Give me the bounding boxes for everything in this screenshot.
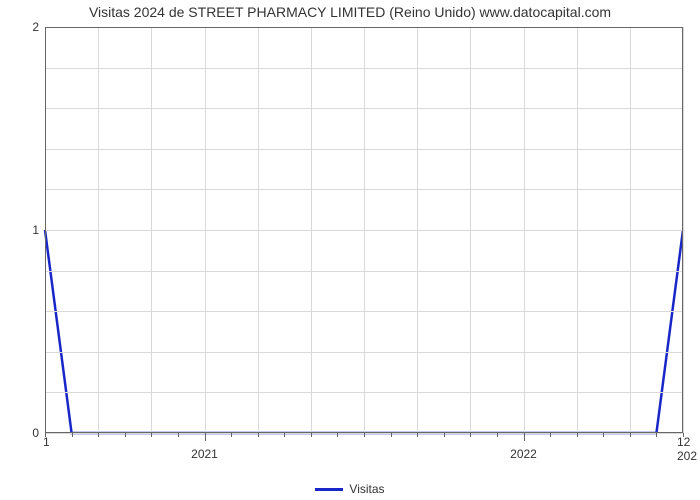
- x-tick-minor: [444, 433, 445, 437]
- x-tick-major: [524, 433, 525, 441]
- x-tick-minor: [337, 433, 338, 437]
- x-tick-minor: [98, 433, 99, 437]
- x-tick-minor: [258, 433, 259, 437]
- x-tick-minor: [577, 433, 578, 437]
- x-tick-minor: [364, 433, 365, 437]
- x-tick-label: 2022: [510, 447, 537, 461]
- grid-line-vertical: [630, 27, 631, 433]
- x-right-end-label: 12: [677, 435, 690, 449]
- y-tick-label: 2: [32, 20, 39, 34]
- chart-container: Visitas 2024 de STREET PHARMACY LIMITED …: [0, 0, 700, 500]
- x-left-end-label: 1: [43, 435, 50, 449]
- x-tick-minor: [178, 433, 179, 437]
- legend-swatch: [315, 488, 343, 491]
- x-tick-minor: [284, 433, 285, 437]
- x-tick-minor: [417, 433, 418, 437]
- grid-line-vertical: [683, 27, 684, 433]
- x-tick-minor: [656, 433, 657, 437]
- x-tick-minor: [550, 433, 551, 437]
- x-tick-minor: [125, 433, 126, 437]
- x-tick-major: [205, 433, 206, 441]
- grid-line-vertical: [417, 27, 418, 433]
- x-tick-minor: [72, 433, 73, 437]
- x-tick-minor: [151, 433, 152, 437]
- y-tick-label: 0: [32, 426, 39, 440]
- grid-line-vertical: [98, 27, 99, 433]
- x-tick-minor: [497, 433, 498, 437]
- chart-title: Visitas 2024 de STREET PHARMACY LIMITED …: [0, 4, 700, 20]
- axis-border: [45, 27, 46, 433]
- x-tick-minor: [603, 433, 604, 437]
- axis-border: [682, 27, 683, 433]
- grid-line-vertical: [258, 27, 259, 433]
- grid-line-vertical: [151, 27, 152, 433]
- x-tick-minor: [391, 433, 392, 437]
- x-tick-minor: [311, 433, 312, 437]
- grid-line-vertical: [470, 27, 471, 433]
- grid-line-vertical: [524, 27, 525, 433]
- y-tick-label: 1: [32, 223, 39, 237]
- plot-area: 01220212022112202: [45, 27, 683, 433]
- grid-line-vertical: [205, 27, 206, 433]
- x-tick-minor: [470, 433, 471, 437]
- grid-line-vertical: [577, 27, 578, 433]
- x-tick-label: 2021: [191, 447, 218, 461]
- legend-label: Visitas: [349, 482, 384, 496]
- x-tick-minor: [231, 433, 232, 437]
- x-tick-minor: [630, 433, 631, 437]
- x-right-end-label: 202: [677, 449, 697, 463]
- grid-line-vertical: [364, 27, 365, 433]
- legend: Visitas: [0, 481, 700, 496]
- grid-line-vertical: [311, 27, 312, 433]
- axis-border: [45, 27, 683, 28]
